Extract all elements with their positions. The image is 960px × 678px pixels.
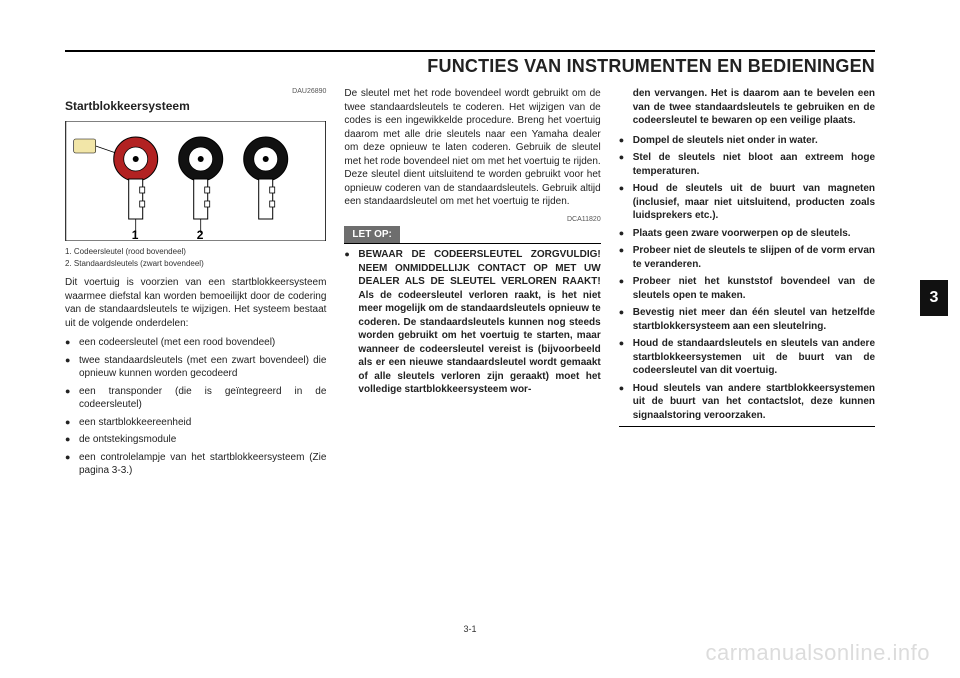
page-number: 3-1 bbox=[463, 624, 476, 634]
list-item: een transponder (die is geïntegreerd in … bbox=[65, 385, 326, 412]
figure-caption-1: 1. Codeersleutel (rood bovendeel) bbox=[65, 247, 326, 258]
chapter-title: FUNCTIES VAN INSTRUMENTEN EN BEDIENINGEN bbox=[65, 56, 875, 77]
section-code: DAU26890 bbox=[65, 87, 326, 96]
keys-svg: 1 2 bbox=[65, 121, 326, 241]
list-item: Bevestig niet meer dan één sleutel van h… bbox=[619, 306, 875, 333]
figure-label-1: 1 bbox=[132, 228, 139, 241]
list-item: Houd de standaardsleutels en sleutels va… bbox=[619, 337, 875, 378]
list-item: BEWAAR DE CODEERSLEUTEL ZORGVULDIG! NEEM… bbox=[344, 248, 600, 397]
list-item: een controlelampje van het startblokkeer… bbox=[65, 451, 326, 478]
header-rule bbox=[65, 50, 875, 52]
chapter-tab: 3 bbox=[920, 280, 948, 316]
list-item: twee standaardsleutels (met een zwart bo… bbox=[65, 354, 326, 381]
column-1: DAU26890 Startblokkeersysteem bbox=[65, 87, 326, 482]
figure-label-2: 2 bbox=[197, 228, 204, 241]
column-2: De sleutel met het rode bovendeel wordt … bbox=[344, 87, 600, 482]
letop-rule bbox=[344, 243, 600, 244]
keys-figure: 1 2 bbox=[65, 121, 326, 241]
system-components-list: een codeersleutel (met een rood bovendee… bbox=[65, 336, 326, 478]
figure-caption-2: 2. Standaardsleutels (zwart bovendeel) bbox=[65, 259, 326, 270]
usage-paragraph: De sleutel met het rode bovendeel wordt … bbox=[344, 87, 600, 209]
list-item: Probeer niet het kunststof bovendeel van… bbox=[619, 275, 875, 302]
content-columns: DAU26890 Startblokkeersysteem bbox=[65, 87, 875, 482]
watermark: carmanualsonline.info bbox=[705, 640, 930, 666]
precautions-list: Dompel de sleutels niet onder in water. … bbox=[619, 134, 875, 423]
manual-page: FUNCTIES VAN INSTRUMENTEN EN BEDIENINGEN… bbox=[65, 50, 875, 610]
list-item: Probeer niet de sleutels te slijpen of d… bbox=[619, 244, 875, 271]
list-item: Dompel de sleutels niet onder in water. bbox=[619, 134, 875, 148]
column-3: den vervangen. Het is daarom aan te beve… bbox=[619, 87, 875, 482]
continuation-paragraph: den vervangen. Het is daarom aan te beve… bbox=[619, 87, 875, 128]
letop-label: LET OP: bbox=[344, 226, 399, 244]
letop-list: BEWAAR DE CODEERSLEUTEL ZORGVULDIG! NEEM… bbox=[344, 248, 600, 397]
list-item: de ontstekingsmodule bbox=[65, 433, 326, 447]
list-item: een codeersleutel (met een rood bovendee… bbox=[65, 336, 326, 350]
list-item: Stel de sleutels niet bloot aan extreem … bbox=[619, 151, 875, 178]
list-item: Houd sleutels van andere startblokkeersy… bbox=[619, 382, 875, 423]
warning-code: DCA11820 bbox=[344, 215, 600, 224]
list-item: een startblokkeereenheid bbox=[65, 416, 326, 430]
list-item: Houd de sleutels uit de buurt van magnet… bbox=[619, 182, 875, 223]
section-heading: Startblokkeersysteem bbox=[65, 98, 326, 114]
list-item: Plaats geen zware voorwerpen op de sleut… bbox=[619, 227, 875, 241]
intro-paragraph: Dit voertuig is voorzien van een startbl… bbox=[65, 276, 326, 330]
end-rule bbox=[619, 426, 875, 427]
